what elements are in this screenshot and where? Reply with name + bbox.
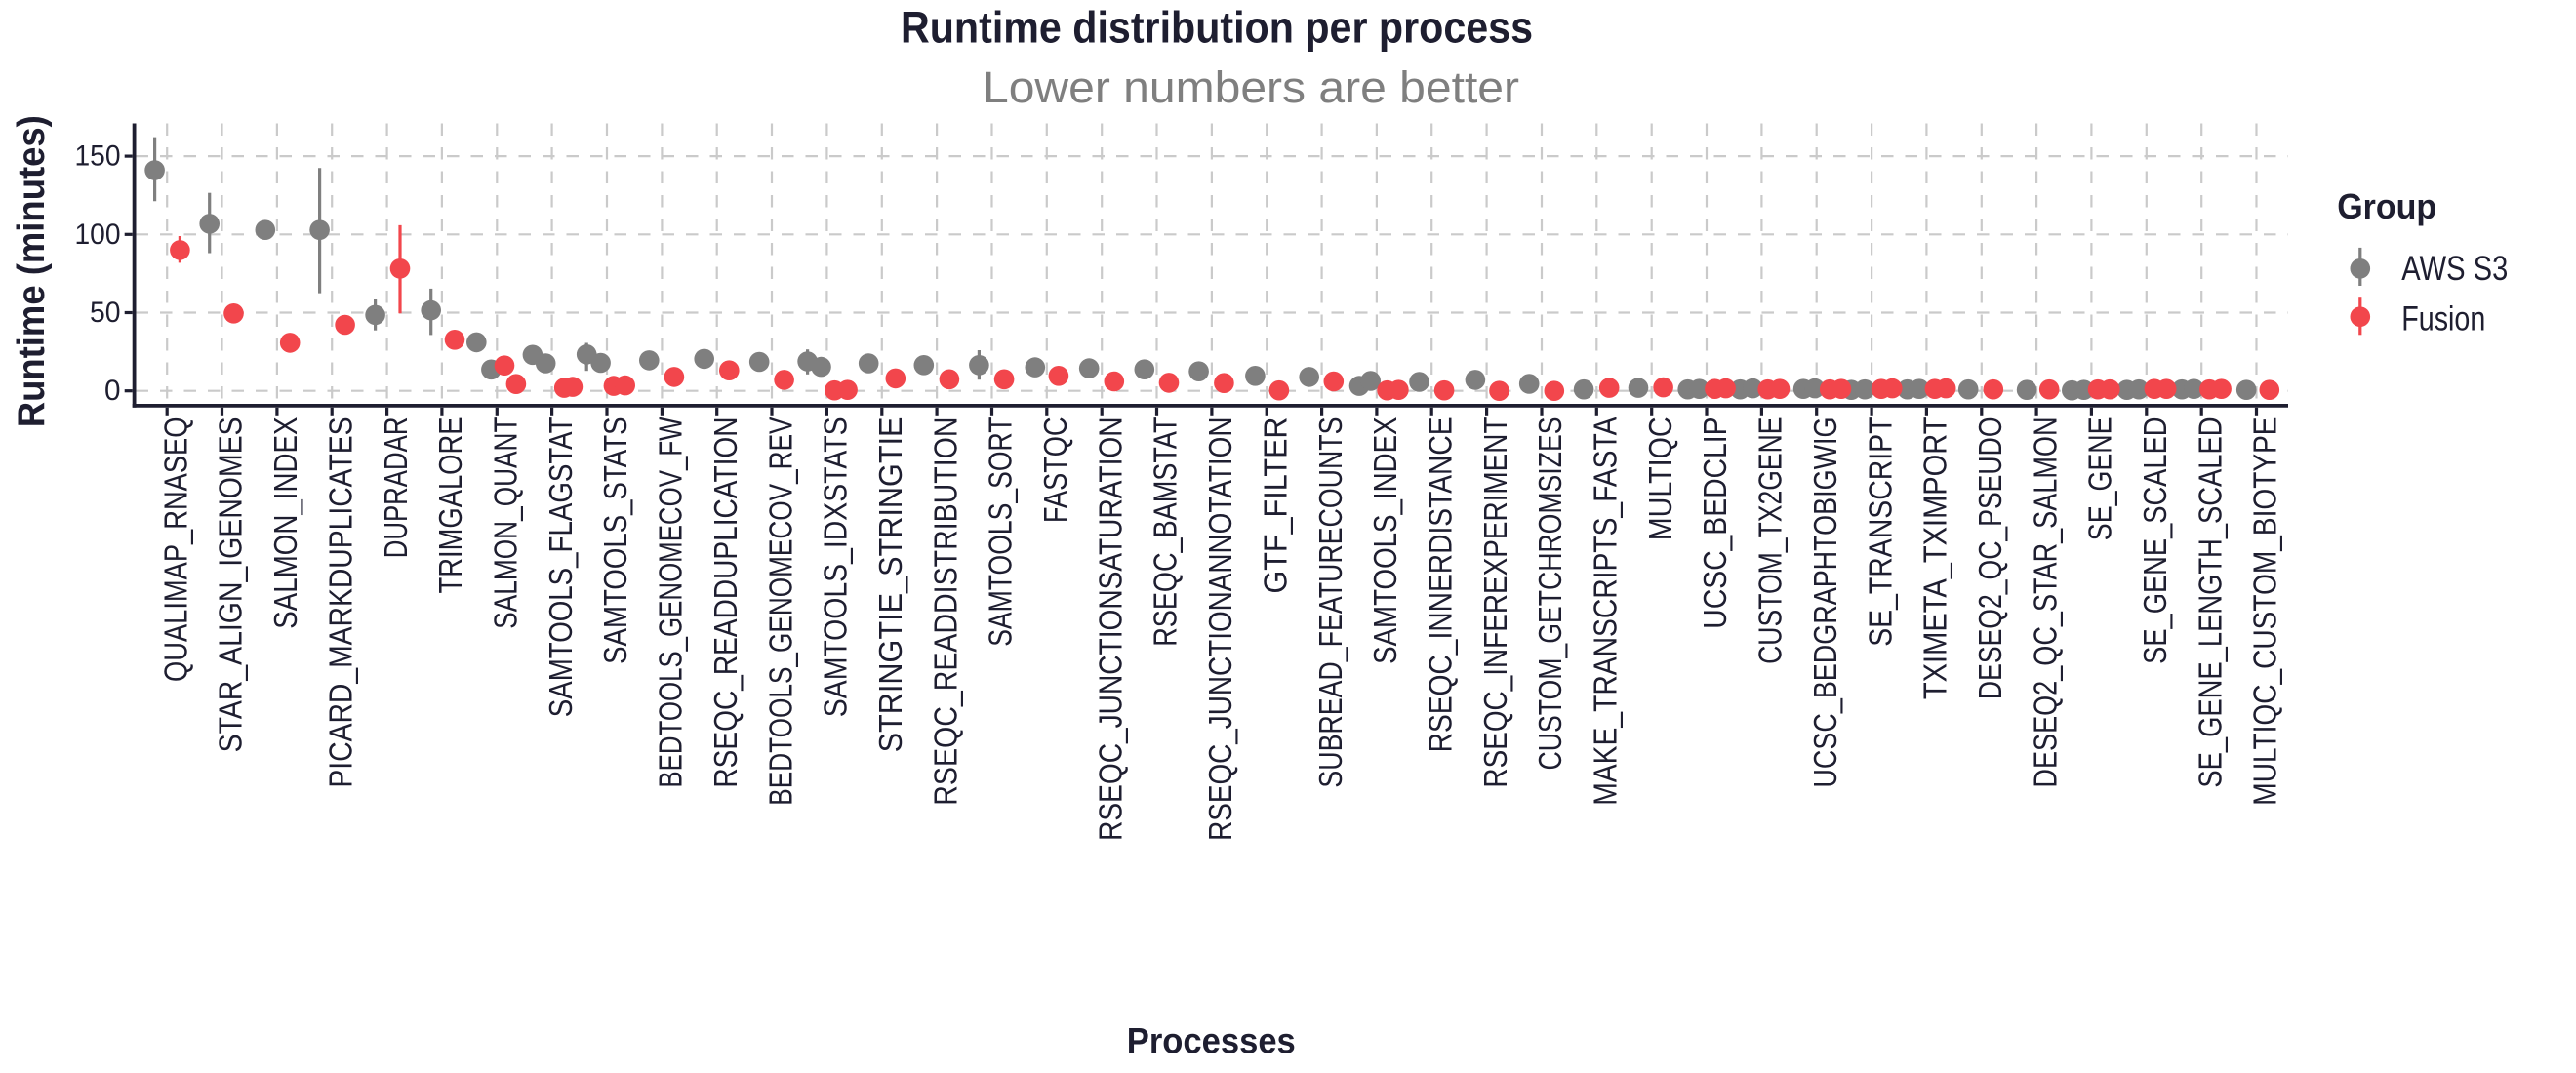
svg-text:RSEQC_JUNCTIONSATURATION: RSEQC_JUNCTIONSATURATION (1092, 417, 1128, 841)
svg-text:SAMTOOLS_STATS: SAMTOOLS_STATS (597, 417, 633, 664)
svg-text:FASTQC: FASTQC (1037, 417, 1073, 524)
svg-text:0: 0 (104, 375, 121, 407)
svg-text:UCSC_BEDCLIP: UCSC_BEDCLIP (1697, 417, 1733, 629)
svg-text:UCSC_BEDGRAPHTOBIGWIG: UCSC_BEDGRAPHTOBIGWIG (1807, 417, 1843, 788)
svg-text:TRIMGALORE: TRIMGALORE (432, 417, 468, 594)
svg-text:SE_GENE_SCALED: SE_GENE_SCALED (2137, 417, 2173, 664)
svg-text:MULTIQC_CUSTOM_BIOTYPE: MULTIQC_CUSTOM_BIOTYPE (2247, 417, 2283, 806)
svg-text:QUALIMAP_RNASEQ: QUALIMAP_RNASEQ (157, 417, 193, 683)
svg-text:RSEQC_BAMSTAT: RSEQC_BAMSTAT (1147, 417, 1184, 647)
svg-text:Lower numbers are better: Lower numbers are better (983, 62, 1519, 112)
svg-text:TXIMETA_TXIMPORT: TXIMETA_TXIMPORT (1917, 417, 1953, 700)
svg-text:SE_TRANSCRIPT: SE_TRANSCRIPT (1862, 417, 1898, 647)
svg-text:RSEQC_INNERDISTANCE: RSEQC_INNERDISTANCE (1423, 417, 1459, 753)
svg-text:CUSTOM_GETCHROMSIZES: CUSTOM_GETCHROMSIZES (1532, 417, 1568, 771)
svg-text:SAMTOOLS_IDXSTATS: SAMTOOLS_IDXSTATS (818, 417, 854, 718)
svg-text:AWS S3: AWS S3 (2401, 250, 2508, 288)
svg-text:Runtime (minutes): Runtime (minutes) (11, 115, 53, 427)
svg-text:SE_GENE: SE_GENE (2082, 417, 2118, 541)
svg-text:100: 100 (75, 219, 121, 251)
svg-text:PICARD_MARKDUPLICATES: PICARD_MARKDUPLICATES (322, 417, 358, 788)
svg-text:SAMTOOLS_SORT: SAMTOOLS_SORT (983, 417, 1019, 647)
svg-text:Runtime distribution per proce: Runtime distribution per process (901, 3, 1533, 53)
svg-text:SALMON_QUANT: SALMON_QUANT (488, 417, 524, 629)
svg-text:Processes: Processes (1127, 1021, 1296, 1061)
svg-text:150: 150 (75, 140, 121, 173)
svg-text:BEDTOOLS_GENOMECOV_REV: BEDTOOLS_GENOMECOV_REV (762, 417, 798, 806)
svg-text:DESEQ2_QC_STAR_SALMON: DESEQ2_QC_STAR_SALMON (2027, 417, 2063, 788)
svg-text:BEDTOOLS_GENOMECOV_FW: BEDTOOLS_GENOMECOV_FW (653, 417, 689, 788)
svg-text:RSEQC_JUNCTIONANNOTATION: RSEQC_JUNCTIONANNOTATION (1202, 417, 1238, 841)
svg-text:SAMTOOLS_INDEX: SAMTOOLS_INDEX (1367, 417, 1403, 664)
svg-text:STAR_ALIGN_IGENOMES: STAR_ALIGN_IGENOMES (213, 417, 249, 753)
svg-text:CUSTOM_TX2GENE: CUSTOM_TX2GENE (1752, 417, 1789, 664)
svg-text:SAMTOOLS_FLAGSTAT: SAMTOOLS_FLAGSTAT (543, 417, 579, 718)
svg-text:Group: Group (2337, 186, 2436, 226)
svg-text:DESEQ2_QC_PSEUDO: DESEQ2_QC_PSEUDO (1972, 417, 2008, 700)
svg-text:SE_GENE_LENGTH_SCALED: SE_GENE_LENGTH_SCALED (2192, 417, 2228, 788)
svg-text:50: 50 (90, 297, 121, 329)
svg-text:RSEQC_READDISTRIBUTION: RSEQC_READDISTRIBUTION (927, 417, 963, 806)
svg-text:DUPRADAR: DUPRADAR (378, 417, 414, 559)
svg-text:RSEQC_READDUPLICATION: RSEQC_READDUPLICATION (707, 417, 744, 788)
svg-text:RSEQC_INFEREXPERIMENT: RSEQC_INFEREXPERIMENT (1477, 417, 1513, 788)
svg-text:SUBREAD_FEATURECOUNTS: SUBREAD_FEATURECOUNTS (1312, 417, 1348, 788)
svg-text:SALMON_INDEX: SALMON_INDEX (267, 417, 303, 629)
svg-text:STRINGTIE_STRINGTIE: STRINGTIE_STRINGTIE (872, 417, 908, 753)
svg-text:GTF_FILTER: GTF_FILTER (1257, 417, 1293, 594)
svg-text:Fusion: Fusion (2401, 300, 2485, 338)
svg-text:MULTIQC: MULTIQC (1642, 417, 1678, 541)
svg-text:MAKE_TRANSCRIPTS_FASTA: MAKE_TRANSCRIPTS_FASTA (1588, 417, 1624, 806)
